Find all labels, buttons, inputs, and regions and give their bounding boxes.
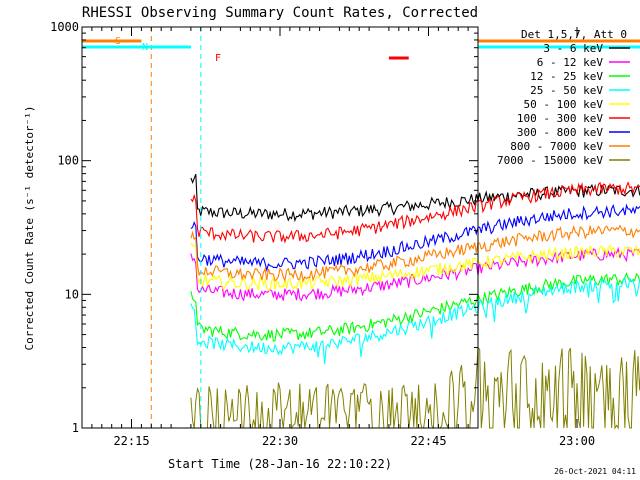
x-axis-label: Start Time (28-Jan-16 22:10:22) xyxy=(168,457,392,471)
plot-area: S N F xyxy=(82,27,640,430)
legend-label: 3 - 6 keV xyxy=(543,42,603,55)
series-line-6 xyxy=(190,181,640,244)
f-flag-label: F xyxy=(215,53,221,64)
n-flag-label: N xyxy=(142,42,148,53)
chart-title: RHESSI Observing Summary Count Rates, Co… xyxy=(82,5,478,21)
series-line-4 xyxy=(190,276,640,365)
legend-label: 25 - 50 keV xyxy=(530,84,603,97)
series-line-5 xyxy=(190,242,640,292)
axes-frame xyxy=(81,26,479,429)
footer-timestamp: 26-Oct-2021 04:11 xyxy=(554,467,636,476)
series-line-1 xyxy=(190,174,640,223)
x-tick-label: 22:45 xyxy=(410,434,446,448)
y-tick-label: 1 xyxy=(72,421,79,435)
x-tick-label: 22:15 xyxy=(113,434,149,448)
s-flag-label: S xyxy=(115,36,121,47)
axes: 110100100022:1522:3022:4523:0023:1523:30… xyxy=(50,20,595,448)
y-tick-label: 10 xyxy=(65,287,79,301)
x-tick-label: 23:00 xyxy=(559,434,595,448)
series-line-2 xyxy=(190,246,640,302)
x-tick-label: 22:30 xyxy=(262,434,298,448)
legend-label: 6 - 12 keV xyxy=(537,56,604,69)
series-line-7 xyxy=(190,203,640,273)
y-axis-label: Corrected Count Rate (s⁻¹ detector⁻¹) xyxy=(23,105,36,350)
series-line-9 xyxy=(190,346,640,430)
legend-title: Det 1,5,7, Att 0 xyxy=(521,28,627,41)
series-line-8 xyxy=(190,224,640,283)
y-tick-label: 100 xyxy=(57,154,79,168)
legend-label: 7000 - 15000 keV xyxy=(497,154,603,167)
legend-label: 12 - 25 keV xyxy=(530,70,603,83)
legend-label: 100 - 300 keV xyxy=(517,112,603,125)
series-line-3 xyxy=(190,271,640,342)
legend-label: 50 - 100 keV xyxy=(524,98,604,111)
y-tick-label: 1000 xyxy=(50,20,79,34)
legend-label: 300 - 800 keV xyxy=(517,126,603,139)
legend-label: 800 - 7000 keV xyxy=(510,140,603,153)
